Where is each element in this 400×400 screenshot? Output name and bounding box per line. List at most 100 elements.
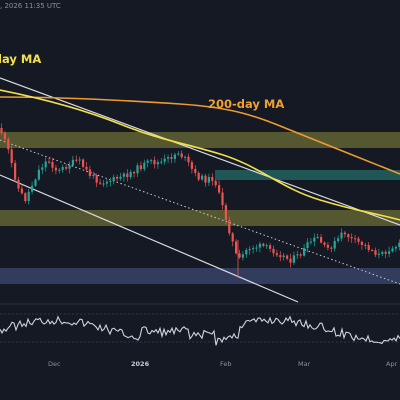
candle-body	[136, 165, 139, 174]
candle-body	[122, 173, 125, 177]
candle-body	[92, 174, 95, 176]
candle-body	[133, 172, 136, 174]
candle-body	[357, 238, 360, 242]
channel-lower-line	[0, 174, 299, 303]
candle-body	[398, 242, 400, 247]
candle-body	[218, 185, 221, 193]
candle-body	[112, 176, 115, 181]
candle-body	[201, 175, 204, 180]
candle-body	[116, 176, 119, 179]
candle-body	[82, 159, 85, 167]
candle-body	[163, 158, 166, 162]
candle-body	[326, 244, 329, 248]
candle-body	[156, 162, 159, 165]
candle-body	[197, 172, 200, 180]
zone-resistance-2	[215, 170, 400, 180]
candle-body	[343, 232, 346, 235]
candle-body	[184, 156, 187, 158]
candle-body	[303, 248, 306, 256]
candle-body	[78, 159, 81, 161]
candle-body	[37, 169, 40, 180]
x-tick-label: Mar	[298, 360, 311, 368]
candle-body	[61, 167, 64, 170]
candle-body	[313, 237, 316, 242]
candle-body	[245, 249, 248, 255]
candle-body	[228, 220, 231, 234]
candle-body	[31, 185, 34, 192]
candle-body	[350, 237, 353, 239]
ma200-label: 200-day MA	[208, 97, 284, 111]
timestamp-text: , 2026 11:35 UTC	[0, 2, 61, 10]
candle-body	[207, 176, 210, 183]
candle-body	[10, 149, 13, 164]
candle-body	[330, 247, 333, 249]
candle-body	[65, 167, 68, 169]
candle-body	[333, 240, 336, 249]
candle-body	[255, 247, 258, 249]
candle-body	[71, 159, 74, 166]
candle-body	[360, 241, 363, 245]
x-tick-label: Apr	[386, 360, 398, 368]
candle-body	[194, 168, 197, 173]
candle-body	[323, 242, 326, 245]
candle-body	[109, 180, 112, 182]
zone-resistance-1	[0, 132, 400, 148]
candle-body	[105, 181, 108, 184]
candle-body	[384, 251, 387, 254]
candle-body	[248, 249, 251, 251]
candle-body	[221, 192, 224, 206]
x-tick-label: 2026	[131, 360, 150, 368]
candle-body	[177, 153, 180, 155]
candle-body	[119, 176, 122, 179]
candle-body	[299, 254, 302, 256]
candle-body	[95, 174, 98, 183]
candle-body	[231, 233, 234, 242]
candle-body	[41, 167, 44, 170]
candle-body	[214, 180, 217, 186]
candle-body	[238, 253, 241, 258]
ma50-label: 50-day MA	[0, 52, 41, 66]
ma200-line	[0, 96, 400, 175]
candle-body	[269, 245, 272, 249]
candle-body	[54, 167, 57, 171]
x-tick-label: Dec	[48, 360, 61, 368]
candle-body	[381, 251, 384, 254]
candle-body	[167, 157, 170, 159]
candle-body	[3, 133, 6, 140]
x-tick-label: Feb	[220, 360, 232, 368]
candle-body	[187, 156, 190, 163]
zone-support-4	[0, 268, 400, 284]
candle-body	[99, 182, 102, 184]
candle-body	[316, 237, 319, 239]
candle-body	[275, 253, 278, 256]
candle-body	[160, 161, 163, 163]
candle-body	[337, 238, 340, 241]
candle-body	[14, 163, 17, 180]
zone-support-3	[0, 210, 400, 226]
candle-body	[129, 172, 132, 178]
candle-body	[204, 175, 207, 183]
candle-body	[391, 248, 394, 252]
candle-body	[320, 237, 323, 243]
candle-body	[224, 205, 227, 221]
candle-body	[374, 250, 377, 255]
zone-layer	[0, 132, 400, 284]
candle-body	[51, 161, 54, 168]
candle-body	[68, 165, 71, 169]
candle-body	[340, 232, 343, 239]
candle-body	[17, 179, 20, 189]
candle-body	[388, 251, 391, 254]
candle-body	[211, 176, 214, 181]
candle-body	[126, 173, 129, 178]
channel-upper-line	[0, 77, 400, 226]
candle-body	[292, 255, 295, 263]
candle-body	[262, 243, 265, 246]
candle-body	[279, 255, 282, 258]
candle-body	[282, 255, 285, 258]
candle-body	[306, 242, 309, 249]
candle-body	[58, 169, 61, 171]
candle-body	[75, 159, 78, 161]
candle-body	[150, 160, 153, 162]
candle-body	[27, 191, 30, 202]
